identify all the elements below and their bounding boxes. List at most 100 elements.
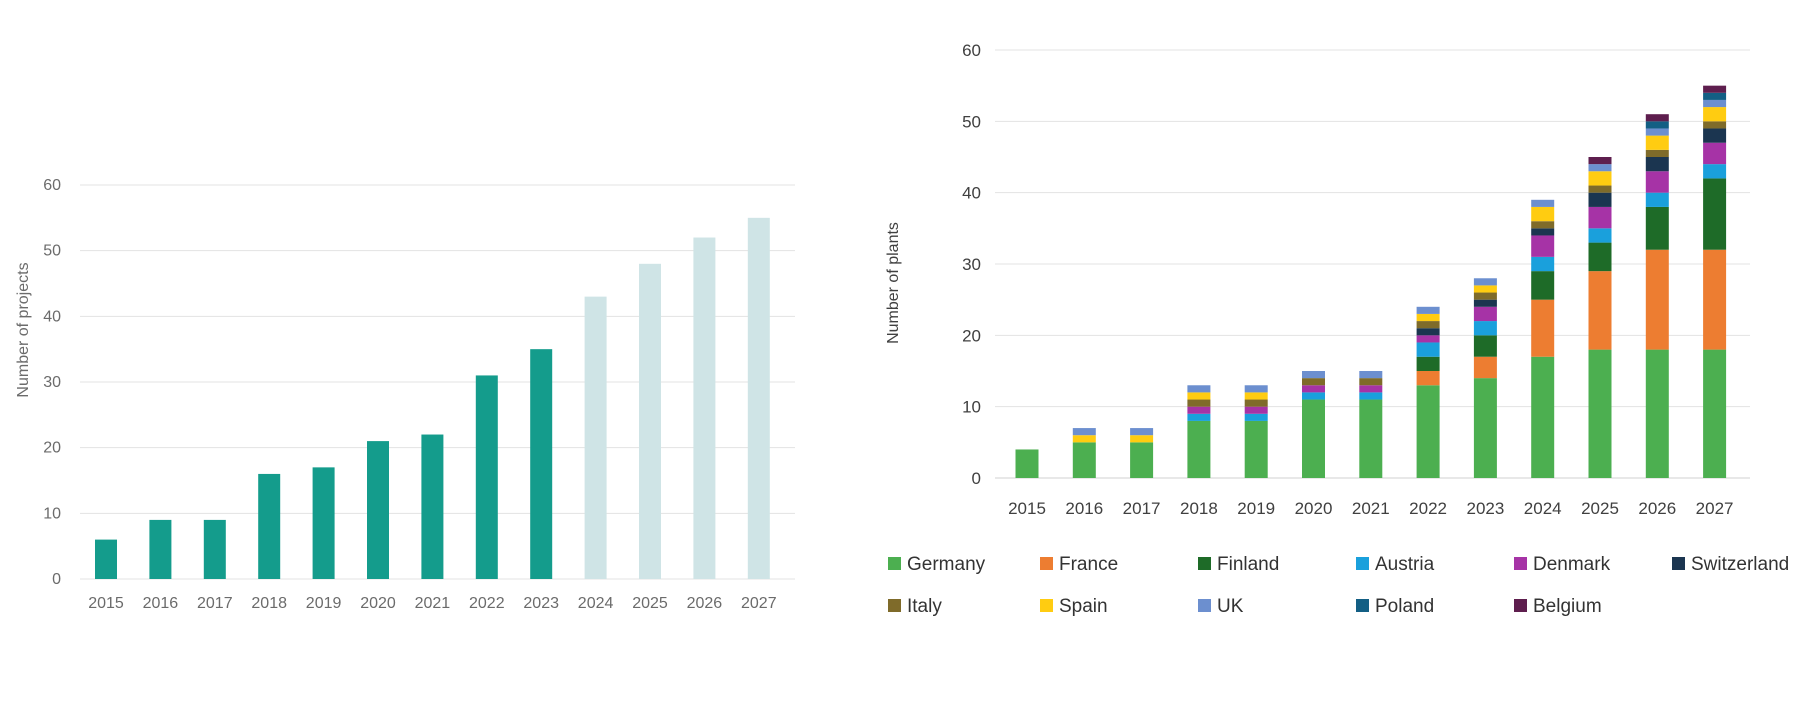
right-x-tick-labels: 2015 2016 2017 2018 2019 2020 2021 2022 2023 2024… [1008,499,1733,518]
legend-swatch [1198,599,1211,612]
legend-label: Denmark [1533,554,1611,575]
right-x-tick: 2023 [1466,499,1504,518]
right-x-tick: 2027 [1696,499,1734,518]
right-bar-segment [1244,385,1268,393]
right-y-tick: 20 [962,326,981,345]
right-bar-segment [1703,107,1727,122]
right-bar-segment [1416,313,1440,322]
legend-label: UK [1217,596,1244,617]
legend-swatch [1514,557,1527,570]
right-bar-segment [1703,99,1727,108]
left-x-tick-labels: 2015 2016 2017 2018 2019 2020 2021 2022 2023 2024… [88,595,776,612]
right-bar-segment [1244,399,1268,407]
right-bar-segment [1015,449,1039,478]
right-bar-segment [1645,128,1669,136]
legend-swatch [1672,557,1685,570]
left-x-tick: 2018 [251,595,287,612]
right-y-tick: 60 [962,41,981,60]
right-stacked-bars [1015,85,1727,478]
legend-swatch [1356,599,1369,612]
right-bar-segment [1473,292,1497,300]
right-bar-segment [1359,371,1383,379]
right-bar-segment [1072,442,1096,478]
right-bar-segment [1645,206,1669,250]
right-bar-segment [1588,228,1612,243]
left-bar [367,441,389,579]
right-bar-segment [1703,142,1727,165]
right-bar-segment [1645,114,1669,122]
left-x-tick: 2026 [687,595,723,612]
right-x-tick: 2024 [1524,499,1562,518]
left-x-tick: 2015 [88,595,124,612]
right-bar-segment [1588,271,1612,350]
right-bar-segment [1588,192,1612,207]
right-bar-segment [1416,385,1440,478]
right-bar-segment [1588,171,1612,186]
right-bar-segment [1302,378,1325,386]
legend-label: Finland [1217,554,1279,575]
right-bar-segment [1187,406,1211,414]
left-bar [149,519,172,579]
right-bar-segment [1645,157,1669,172]
right-bar-segment [1473,321,1497,336]
right-bar-segment [1645,349,1669,478]
left-x-tick: 2025 [632,595,668,612]
right-bar-segment [1473,378,1497,478]
right-bar-segment [1416,321,1440,329]
right-bar-segment [1130,435,1154,443]
left-x-tick: 2027 [741,595,777,612]
left-bar [203,519,226,579]
right-x-tick: 2021 [1352,499,1390,518]
right-bar-segment [1302,399,1325,478]
right-bar-segment [1703,249,1727,350]
left-bar [312,467,335,579]
right-bar-segment [1473,285,1497,293]
left-bar [530,349,553,579]
right-bar-segment [1416,328,1440,336]
legend-label: Belgium [1533,596,1602,617]
right-bar-segment [1302,392,1325,400]
legend-label: France [1059,554,1118,575]
right-bar-segment [1244,406,1268,414]
right-x-tick: 2019 [1237,499,1275,518]
right-x-tick: 2015 [1008,499,1046,518]
right-bar-segment [1645,121,1669,129]
right-bar-segment [1645,192,1669,207]
right-x-tick: 2018 [1180,499,1218,518]
right-bar-segment [1588,242,1612,272]
right-bar-segment [1703,128,1727,143]
right-bar-segment [1531,199,1555,207]
left-bar [747,217,770,580]
right-bar-segment [1588,349,1612,478]
right-bar-segment [1416,371,1440,386]
left-y-tick-labels: 0 10 20 30 40 50 60 [43,177,61,588]
right-y-tick: 40 [962,184,981,203]
legend-label: Poland [1375,596,1434,617]
left-bars [95,217,770,580]
right-bar-segment [1645,171,1669,193]
right-bar-segment [1473,299,1497,307]
right-bar-segment [1302,385,1325,393]
left-x-tick: 2023 [523,595,559,612]
left-y-tick: 60 [43,177,61,194]
left-x-tick: 2024 [578,595,614,612]
left-bar [584,296,607,579]
right-bar-segment [1302,371,1325,379]
legend-swatch [1198,557,1211,570]
right-bar-segment [1187,385,1211,393]
left-y-tick: 50 [43,243,61,260]
right-bar-segment [1187,413,1211,421]
right-bar-segment [1416,335,1440,343]
right-y-tick: 50 [962,112,981,131]
right-bar-segment [1359,399,1383,478]
right-bar-segment [1588,157,1612,165]
right-bar-segment [1645,149,1669,157]
left-y-tick: 40 [43,308,61,325]
legend-swatch [1040,599,1053,612]
right-bar-segment [1703,92,1727,100]
right-bar-segment [1416,342,1440,357]
legend-swatch [1514,599,1527,612]
right-bar-segment [1703,85,1727,93]
right-x-tick: 2025 [1581,499,1619,518]
